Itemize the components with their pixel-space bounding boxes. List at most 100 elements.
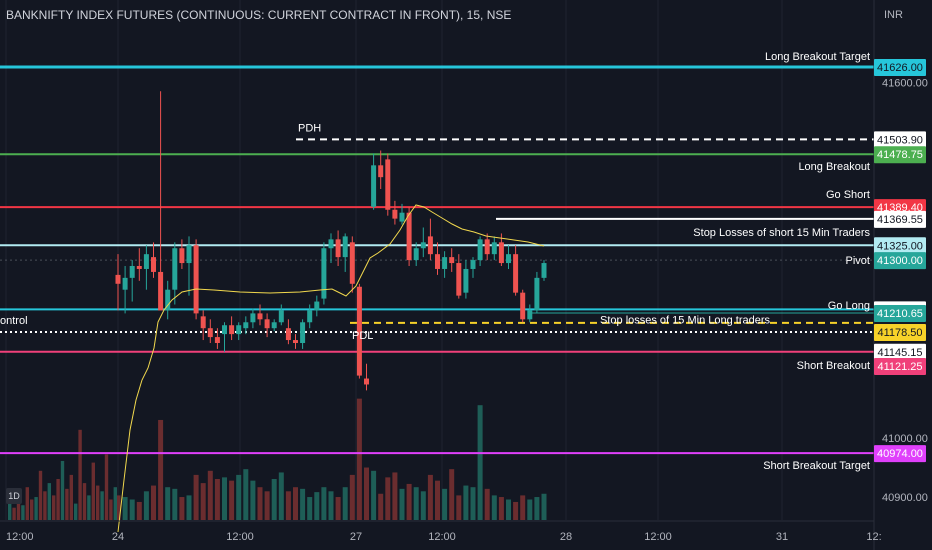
level-label: Go Long [828, 300, 870, 312]
candle-body [442, 257, 448, 269]
x-tick-label: 12: [866, 531, 881, 543]
volume-bar [82, 483, 87, 520]
volume-bar [449, 469, 455, 520]
candle-body [413, 248, 419, 261]
volume-bar [541, 493, 547, 520]
volume-bar [271, 479, 277, 520]
volume-bar [43, 491, 47, 520]
candle-body [335, 239, 341, 258]
candle-body [470, 260, 476, 269]
candle-body [513, 254, 519, 293]
volume-bar [293, 487, 298, 520]
candle-body [186, 245, 192, 264]
candle-body [349, 242, 355, 284]
price-tag-label: 41325.00 [877, 240, 923, 252]
price-tags: 41626.0041503.9041478.7541389.4041369.55… [874, 59, 926, 463]
volume-bar [193, 474, 199, 520]
candle-body [300, 322, 306, 344]
price-tag-label: 41121.25 [877, 361, 922, 373]
x-tick-label: 12:00 [428, 531, 456, 543]
price-tag-label: 41145.15 [877, 347, 922, 359]
candle-body [214, 337, 220, 344]
volume-bar [427, 474, 433, 520]
price-tag [874, 131, 926, 149]
candle-body [364, 378, 369, 385]
interval-badge[interactable]: 1D [6, 488, 22, 504]
candle-body [477, 239, 483, 261]
candle-body [278, 310, 284, 323]
candle-body [427, 236, 433, 255]
volume-bar [214, 479, 220, 520]
price-tag [874, 445, 926, 463]
volume-bar [484, 488, 490, 520]
volume-bar [285, 491, 291, 520]
volume-bar [456, 495, 462, 520]
volume-bar [442, 488, 448, 520]
candle-body [293, 340, 298, 344]
candle-body [527, 310, 533, 320]
candle-body [534, 277, 540, 311]
level-label: Long Breakout [798, 161, 870, 173]
candle-body [264, 319, 270, 329]
candle-body [520, 292, 526, 320]
candle-body [385, 159, 391, 210]
volume-bar [87, 495, 91, 520]
volume-bar [364, 467, 369, 520]
volume-bar [342, 487, 348, 520]
price-tag [874, 324, 926, 342]
volume-bar [78, 429, 82, 520]
volume-bar [307, 497, 313, 520]
volume-bar [349, 474, 355, 520]
volume-bar [96, 485, 100, 520]
volume-bar [143, 491, 149, 520]
candle-body [342, 236, 348, 258]
price-tag [874, 252, 926, 270]
candles [115, 91, 547, 391]
volume-bar [420, 491, 426, 520]
candle-body [207, 328, 213, 338]
volume-bar [257, 487, 263, 520]
price-tag [874, 305, 926, 323]
volume-bar [186, 495, 192, 520]
volume-bar [413, 487, 419, 520]
volume-bar [229, 480, 235, 520]
volume-bar [520, 495, 526, 520]
candle-body [172, 248, 178, 290]
level-label: ontrol [0, 315, 28, 327]
candle-body [449, 257, 455, 264]
price-tag-label: 41300.00 [877, 255, 923, 267]
chart-title: BANKNIFTY INDEX FUTURES (CONTINUOUS: CUR… [6, 8, 512, 22]
volume-bar [406, 483, 412, 520]
volume-bar [477, 405, 483, 520]
candle-body [463, 268, 469, 293]
volume-bar [16, 495, 21, 520]
price-tag-label: 41626.00 [877, 62, 923, 74]
price-tag-label: 40974.00 [877, 448, 923, 460]
price-tag-label: 41210.65 [877, 308, 923, 320]
candle-body [271, 322, 277, 329]
price-tag-label: 41478.75 [877, 149, 923, 161]
volume-bar [34, 497, 38, 520]
candle-body [314, 301, 320, 311]
x-tick-label: 12:00 [226, 531, 254, 543]
volume-bar [498, 497, 504, 520]
volume-bar [38, 470, 43, 520]
candle-body [498, 242, 504, 264]
volume-bar [463, 485, 469, 520]
x-tick-label: 24 [112, 531, 124, 543]
candle-body [321, 248, 327, 299]
candle-body [229, 325, 235, 335]
level-label: Short Breakout [797, 360, 870, 372]
volume-bar [52, 495, 56, 520]
y-ticks: 41600.00 41000.00 40900.00 [882, 77, 928, 504]
volume-bar [207, 470, 213, 520]
volume-bar [513, 501, 519, 520]
volume-bar [113, 487, 117, 520]
candle-body [250, 313, 256, 323]
candle-body [200, 316, 206, 329]
price-tag [874, 343, 926, 361]
volume-bar [109, 499, 113, 520]
level-label: PDH [298, 122, 321, 134]
level-label: Short Breakout Target [763, 460, 870, 472]
